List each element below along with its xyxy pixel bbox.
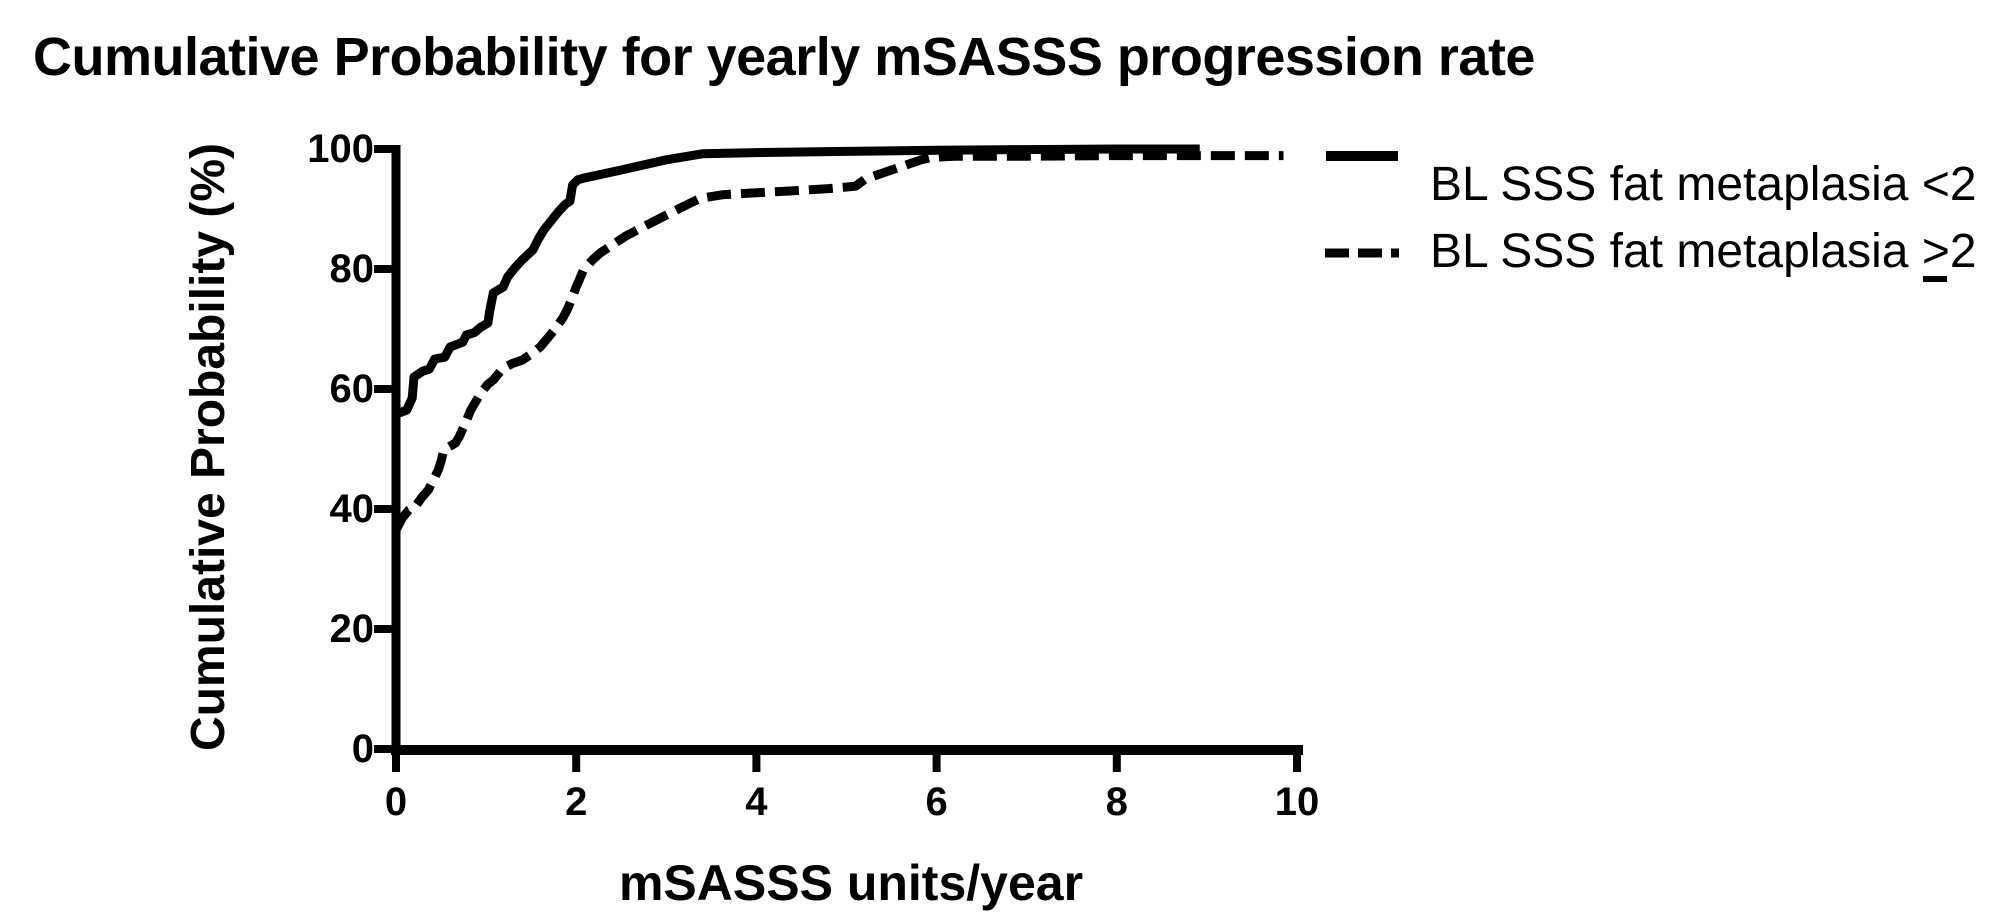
x-tick-label-2: 2: [565, 780, 588, 824]
legend-label-dashed: BL SSS fat metaplasia >2: [1430, 225, 1977, 282]
greater-equal-symbol: >: [1921, 225, 1950, 282]
y-tick-label-100: 100: [307, 127, 374, 171]
x-tick-label-10: 10: [1274, 780, 1320, 824]
solid-line-sample-icon: [1326, 151, 1398, 161]
y-tick-label-0: 0: [351, 727, 374, 771]
curve-solid: [394, 144, 1200, 419]
y-tick-label-20: 20: [329, 607, 375, 651]
dashed-line-sample-icon: [1325, 248, 1399, 258]
x-tick-label-8: 8: [1105, 780, 1128, 824]
curve-dashed: [392, 151, 1284, 533]
x-tick-label-6: 6: [925, 780, 948, 824]
less-than-symbol: <: [1921, 158, 1950, 211]
y-tick-label-40: 40: [329, 487, 375, 531]
x-tick-label-0: 0: [384, 780, 408, 824]
x-axis-title: mSASSS units/year: [618, 855, 1084, 911]
legend-label-solid: BL SSS fat metaplasia <2: [1430, 158, 1977, 211]
legend-item-dashed: BL SSS fat metaplasia >2: [1322, 217, 2000, 287]
chart-title: Cumulative Probability for yearly mSASSS…: [33, 27, 1535, 87]
y-tick-label-80: 80: [329, 247, 375, 291]
legend-item-solid: BL SSS fat metaplasia <2: [1322, 150, 2000, 220]
x-tick-label-4: 4: [745, 780, 768, 824]
y-tick-label-60: 60: [329, 367, 375, 411]
